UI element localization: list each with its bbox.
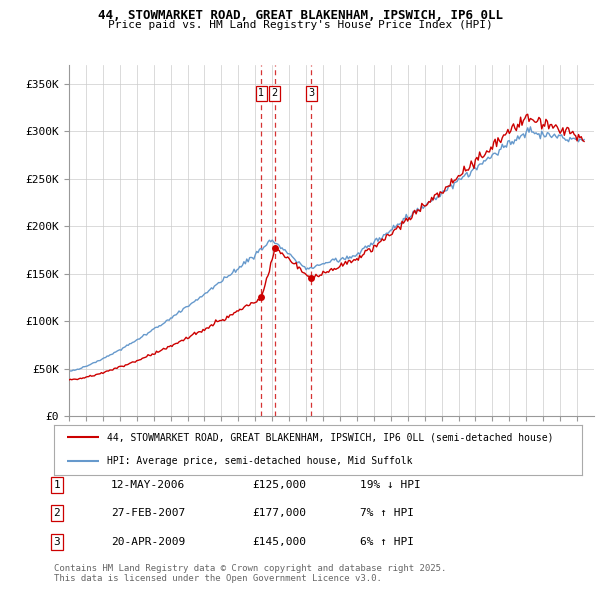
Text: 44, STOWMARKET ROAD, GREAT BLAKENHAM, IPSWICH, IP6 0LL: 44, STOWMARKET ROAD, GREAT BLAKENHAM, IP… xyxy=(97,9,503,22)
Text: 7% ↑ HPI: 7% ↑ HPI xyxy=(360,509,414,518)
Text: 1: 1 xyxy=(259,88,265,99)
Text: £145,000: £145,000 xyxy=(252,537,306,546)
Text: 6% ↑ HPI: 6% ↑ HPI xyxy=(360,537,414,546)
Text: 3: 3 xyxy=(308,88,314,99)
Text: £177,000: £177,000 xyxy=(252,509,306,518)
Text: 1: 1 xyxy=(53,480,61,490)
Text: 12-MAY-2006: 12-MAY-2006 xyxy=(111,480,185,490)
Text: 27-FEB-2007: 27-FEB-2007 xyxy=(111,509,185,518)
Text: 2: 2 xyxy=(53,509,61,518)
Text: 44, STOWMARKET ROAD, GREAT BLAKENHAM, IPSWICH, IP6 0LL (semi-detached house): 44, STOWMARKET ROAD, GREAT BLAKENHAM, IP… xyxy=(107,432,553,442)
Text: 3: 3 xyxy=(53,537,61,546)
Text: HPI: Average price, semi-detached house, Mid Suffolk: HPI: Average price, semi-detached house,… xyxy=(107,456,412,466)
Text: 2: 2 xyxy=(272,88,278,99)
Text: £125,000: £125,000 xyxy=(252,480,306,490)
Text: Price paid vs. HM Land Registry's House Price Index (HPI): Price paid vs. HM Land Registry's House … xyxy=(107,20,493,30)
Text: Contains HM Land Registry data © Crown copyright and database right 2025.
This d: Contains HM Land Registry data © Crown c… xyxy=(54,563,446,583)
Text: 19% ↓ HPI: 19% ↓ HPI xyxy=(360,480,421,490)
Text: 20-APR-2009: 20-APR-2009 xyxy=(111,537,185,546)
